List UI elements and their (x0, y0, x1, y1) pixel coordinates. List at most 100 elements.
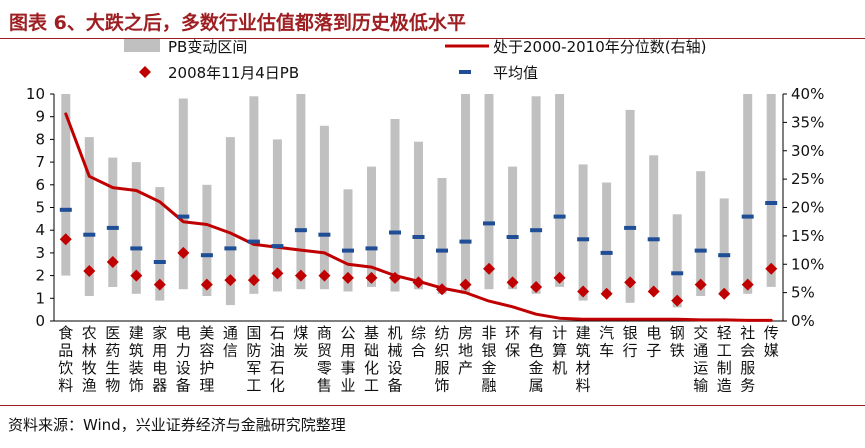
average-marker-25 (624, 225, 637, 230)
average-marker-23 (577, 237, 590, 242)
average-marker-22 (553, 214, 566, 219)
pb-diamond-marker-7 (200, 278, 213, 291)
category-label-28: 交通运输 (693, 324, 708, 395)
pb-range-bar-29 (719, 198, 729, 296)
category-label-10: 石油石化 (270, 324, 285, 395)
pb-diamond-marker-5 (153, 278, 166, 291)
category-label-18: 房地产 (458, 324, 473, 377)
pb-range-bar-19 (484, 94, 494, 290)
pb-diamond-marker-31 (765, 262, 778, 275)
pb-range-bar-18 (461, 94, 470, 294)
pb-range-bar-13 (343, 189, 353, 292)
category-label-7: 美容护理 (199, 324, 214, 395)
category-label-14: 基础化工 (364, 324, 379, 395)
category-label-6: 电力设备 (176, 324, 191, 395)
legend-range-swatch (124, 39, 160, 52)
pb-range-bar-5 (155, 187, 165, 301)
left-tick-label: 10 (26, 85, 45, 103)
pb-diamond-marker-2 (83, 265, 96, 278)
pb-range-bar-9 (249, 96, 259, 294)
pb-diamond-marker-6 (177, 246, 190, 259)
average-marker-6 (177, 214, 190, 219)
pb-diamond-marker-15 (388, 271, 401, 284)
category-label-27: 钢铁 (670, 324, 685, 360)
chart-title: 图表 6、大跌之后，多数行业估值都落到历史极低水平 (9, 12, 466, 34)
pb-range-bar-12 (319, 125, 329, 290)
right-tick-label: 30% (791, 142, 824, 160)
average-marker-3 (106, 225, 119, 230)
pb-range-bar-20 (508, 166, 518, 290)
pb-range-bar-16 (414, 141, 423, 290)
pb-range-bar-6 (178, 98, 188, 290)
pb-range-bar-24 (602, 182, 612, 296)
category-label-13: 公用事业 (340, 324, 355, 395)
category-label-25: 银行 (623, 324, 638, 360)
source-note: 资料来源：Wind，兴业证券经济与金融研究院整理 (8, 416, 346, 434)
pb-range-bar-3 (108, 157, 118, 287)
legend-average-label: 平均值 (493, 64, 538, 82)
category-label-1: 食品饮料 (58, 324, 73, 395)
average-marker-27 (671, 271, 684, 276)
right-tick-label: 20% (791, 199, 824, 217)
average-marker-4 (130, 246, 143, 251)
pb-range-bar-27 (672, 214, 682, 308)
footer-divider (0, 405, 865, 406)
pb-diamond-marker-24 (600, 287, 613, 300)
pb-range-bar-14 (367, 166, 376, 287)
pb-diamond-marker-16 (412, 276, 425, 289)
pb-diamond-marker-22 (553, 271, 566, 284)
category-label-17: 纺织服饰 (434, 324, 449, 395)
pb-range-bar-25 (625, 109, 635, 303)
average-marker-31 (765, 201, 778, 205)
pb-diamond-marker-12 (318, 269, 331, 282)
left-tick-label: 5 (35, 199, 45, 217)
category-label-9: 国防军工 (246, 324, 261, 395)
category-label-20: 环保 (505, 324, 520, 360)
category-label-16: 综合 (411, 324, 426, 360)
average-marker-10 (271, 244, 284, 249)
category-label-23: 建筑材料 (576, 324, 591, 395)
left-tick-label: 7 (35, 153, 45, 171)
pb-diamond-marker-1 (59, 233, 72, 246)
pb-diamond-marker-8 (224, 274, 237, 287)
left-tick-label: 3 (35, 244, 45, 262)
average-marker-28 (694, 248, 707, 253)
title-bar: 图表 6、大跌之后，多数行业估值都落到历史极低水平 (0, 0, 865, 39)
category-label-8: 通信 (223, 324, 238, 360)
pb-range-bar-23 (578, 164, 588, 301)
average-marker-29 (718, 253, 731, 258)
average-marker-7 (200, 253, 213, 258)
left-tick-label: 8 (35, 130, 45, 148)
pb-diamond-marker-18 (459, 278, 472, 291)
left-tick-label: 9 (35, 108, 45, 126)
average-marker-8 (224, 246, 237, 251)
right-tick-label: 40% (791, 85, 824, 103)
category-label-2: 农林牧渔 (82, 324, 97, 395)
pb-range-bar-11 (296, 94, 306, 290)
average-marker-9 (247, 239, 260, 244)
pb-range-bar-17 (437, 178, 447, 294)
average-marker-30 (741, 214, 754, 219)
pb-diamond-marker-10 (271, 267, 284, 280)
pb-range-bar-10 (272, 139, 282, 292)
average-marker-5 (153, 260, 166, 264)
right-tick-label: 5% (791, 284, 815, 302)
average-marker-16 (412, 235, 425, 239)
pb-diamond-marker-21 (530, 280, 543, 293)
category-label-4: 建筑装饰 (129, 324, 144, 395)
pb-diamond-marker-11 (294, 269, 307, 282)
pb-diamond-marker-26 (647, 285, 660, 298)
category-label-3: 医药生物 (105, 324, 120, 395)
category-label-19: 非银金融 (481, 324, 496, 395)
average-marker-21 (530, 228, 543, 233)
pb-range-bar-21 (531, 96, 541, 294)
category-label-11: 煤炭 (293, 324, 308, 360)
category-label-5: 家用电器 (152, 324, 167, 395)
pb-diamond-marker-30 (741, 278, 754, 291)
left-tick-label: 6 (35, 176, 45, 194)
pb-range-bar-15 (390, 119, 400, 292)
pb-range-bar-1 (61, 94, 71, 276)
pb-diamond-marker-14 (365, 271, 378, 284)
category-label-26: 电子 (646, 324, 661, 360)
